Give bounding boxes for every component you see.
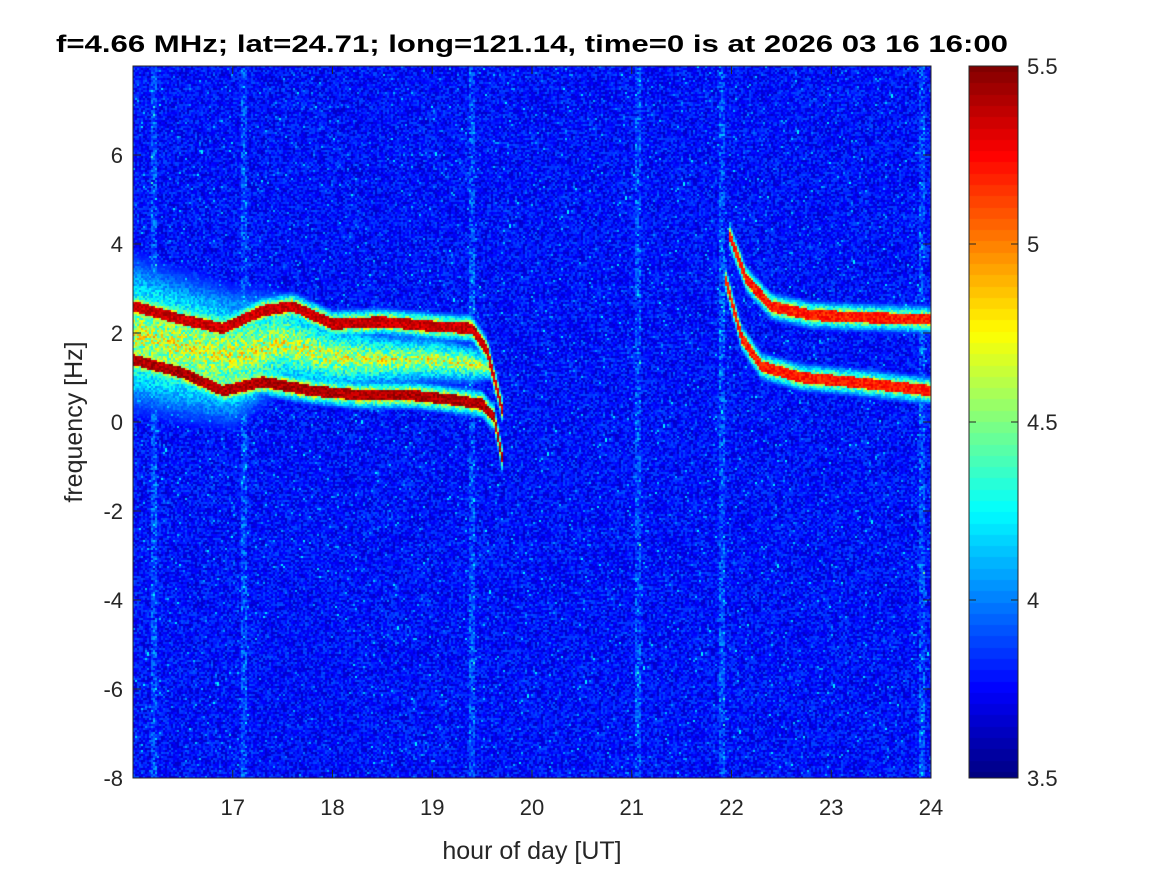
y-axis-label: frequency [Hz] — [60, 341, 88, 502]
y-tick-label: 0 — [111, 410, 123, 435]
x-tick-label: 17 — [221, 795, 245, 820]
x-tick-label: 19 — [420, 795, 444, 820]
y-tick-label: -4 — [103, 588, 123, 613]
y-tick-label: -8 — [103, 766, 123, 791]
y-tick-label: -6 — [103, 677, 123, 702]
colorbar-ticks: 3.5 4 4.5 5 5.5 — [969, 54, 1058, 791]
y-tick-label: 4 — [111, 232, 123, 257]
x-tick-label: 20 — [520, 795, 544, 820]
y-axis: -8 -6 -4 -2 0 2 4 6 — [103, 143, 931, 791]
colorbar-tick-label: 5 — [1027, 232, 1039, 257]
colorbar-tick-label: 4 — [1027, 588, 1039, 613]
y-tick-label: 6 — [111, 143, 123, 168]
x-tick-label: 21 — [620, 795, 644, 820]
x-tick-label: 22 — [719, 795, 743, 820]
x-tick-label: 18 — [320, 795, 344, 820]
x-tick-label: 23 — [819, 795, 843, 820]
x-axis-label: hour of day [UT] — [442, 837, 621, 865]
y-tick-label: 2 — [111, 321, 123, 346]
colorbar: 3.5 4 4.5 5 5.5 — [968, 54, 1058, 791]
x-tick-label: 24 — [919, 795, 943, 820]
x-axis: 17 18 19 20 21 22 23 24 — [221, 66, 943, 820]
colorbar-tick-label: 5.5 — [1027, 54, 1058, 79]
y-tick-label: -2 — [103, 499, 123, 524]
colorbar-tick-label: 4.5 — [1027, 410, 1058, 435]
colorbar-gradient — [969, 66, 1018, 778]
plot-area — [132, 65, 932, 779]
colorbar-tick-label: 3.5 — [1027, 766, 1058, 791]
heatmap-image — [133, 66, 931, 778]
chart-title: f=4.66 MHz; lat=24.71; long=121.14, time… — [56, 31, 1008, 58]
